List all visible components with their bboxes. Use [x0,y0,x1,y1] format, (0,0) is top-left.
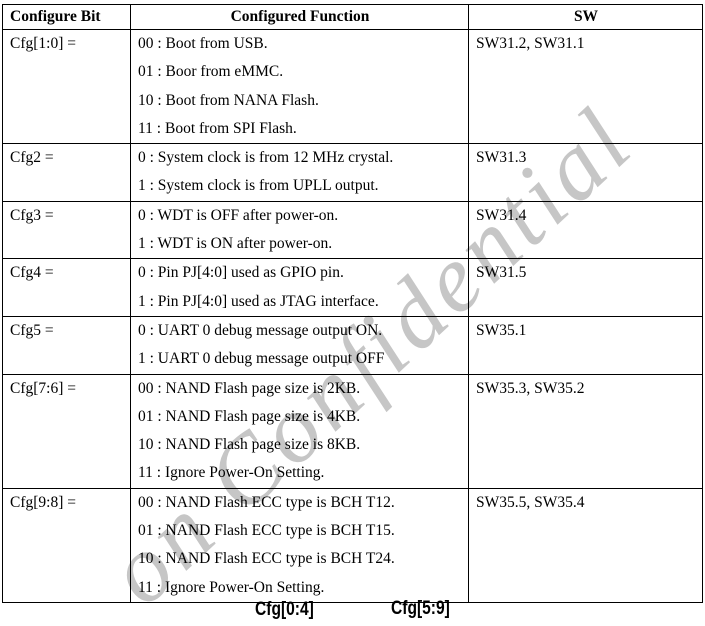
table-row: Cfg5 = 0 : UART 0 debug message output O… [2,315,703,375]
function-line: 11 : Ignore Power-On Setting. [138,578,325,596]
function-line: 10 : NAND Flash page size is 8KB. [138,436,361,454]
header-sw: SW [468,4,703,30]
cell-configured-function: 0 : WDT is OFF after power-on. 1 : WDT is… [130,200,469,260]
cell-configured-function: 00 : Boot from USB. 01 : Boor from eMMC. 1… [130,28,469,145]
function-line: 1 : WDT is ON after power-on. [138,235,333,253]
table-row: Cfg[7:6] = 00 : NAND Flash page size is … [2,373,703,489]
table-row: Cfg2 = 0 : System clock is from 12 MHz c… [2,143,703,202]
table-header-row: Configure Bit Configured Function SW [2,4,703,30]
table-row: Cfg[9:8] = 00 : NAND Flash ECC type is B… [2,487,703,603]
function-line: 01 : NAND Flash ECC type is BCH T15. [138,522,395,540]
function-line: 1 : UART 0 debug message output OFF [138,350,385,368]
function-line: 01 : Boor from eMMC. [138,63,284,81]
cell-configure-bit: Cfg3 = [2,200,131,260]
cell-sw: SW31.4 [468,200,703,260]
cell-configure-bit: Cfg5 = [2,315,131,375]
cell-configured-function: 00 : NAND Flash ECC type is BCH T12. 01 :… [130,487,469,603]
figure-label-cfg-5-9: Cfg[5:9] [391,598,450,619]
function-line: 1 : System clock is from UPLL output. [138,177,379,195]
function-line: 10 : Boot from NANA Flash. [138,91,319,109]
function-line: 0 : UART 0 debug message output ON. [138,321,383,339]
function-line: 10 : NAND Flash ECC type is BCH T24. [138,550,395,568]
cell-configured-function: 0 : UART 0 debug message output ON. 1 : U… [130,315,469,375]
function-line: 0 : System clock is from 12 MHz crystal. [138,149,394,167]
cell-sw: SW31.3 [468,143,703,202]
function-line: 01 : NAND Flash page size is 4KB. [138,407,361,425]
cell-sw: SW31.2, SW31.1 [468,28,703,145]
table-row: Cfg4 = 0 : Pin PJ[4:0] used as GPIO pin.… [2,258,703,317]
cell-configure-bit: Cfg4 = [2,258,131,317]
table-row: Cfg3 = 0 : WDT is OFF after power-on. 1 :… [2,200,703,260]
function-line: 1 : Pin PJ[4:0] used as JTAG interface. [138,292,379,310]
cell-sw: SW35.3, SW35.2 [468,373,703,489]
cell-configured-function: 0 : Pin PJ[4:0] used as GPIO pin. 1 : Pin… [130,258,469,317]
configure-bit-table: Configure Bit Configured Function SW Cfg… [2,4,703,603]
table-row: Cfg[1:0] = 00 : Boot from USB. 01 : Boor … [2,28,703,145]
function-line: 00 : NAND Flash page size is 2KB. [138,379,361,397]
cell-configure-bit: Cfg[1:0] = [2,28,131,145]
function-line: 11 : Ignore Power-On Setting. [138,464,325,482]
function-line: 11 : Boot from SPI Flash. [138,119,297,137]
header-configured-function: Configured Function [130,4,469,30]
header-configure-bit: Configure Bit [2,4,131,30]
figure-label-cfg-0-4: Cfg[0:4] [255,599,314,620]
function-line: 0 : WDT is OFF after power-on. [138,206,339,224]
function-line: 00 : Boot from USB. [138,35,268,52]
cell-sw: SW35.5, SW35.4 [468,487,703,603]
function-line: 00 : NAND Flash ECC type is BCH T12. [138,493,395,511]
cell-sw: SW35.1 [468,315,703,375]
function-line: 0 : Pin PJ[4:0] used as GPIO pin. [138,264,344,282]
cell-configure-bit: Cfg2 = [2,143,131,202]
cell-configure-bit: Cfg[7:6] = [2,373,131,489]
cell-sw: SW31.5 [468,258,703,317]
cell-configured-function: 0 : System clock is from 12 MHz crystal.… [130,143,469,202]
cell-configured-function: 00 : NAND Flash page size is 2KB. 01 : NA… [130,373,469,489]
cell-configure-bit: Cfg[9:8] = [2,487,131,603]
